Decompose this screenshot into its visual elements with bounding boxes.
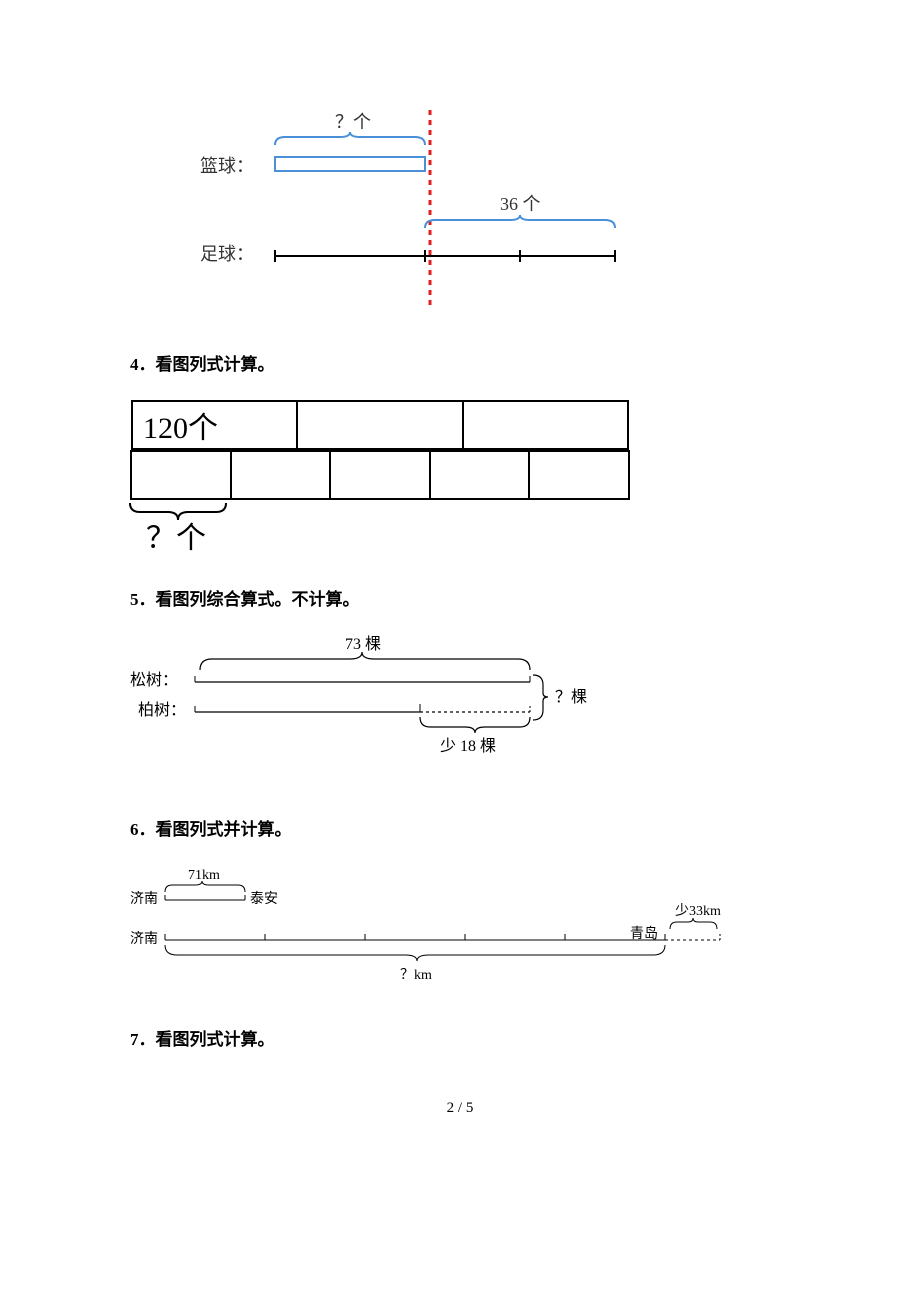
d1-basketball-bar (275, 157, 425, 171)
d2-table: 120个 (130, 400, 630, 500)
page-number: 2 / 5 (130, 1100, 790, 1117)
d4-dist-label: 71km (188, 868, 220, 883)
d1-top-label: ？个 (335, 112, 371, 132)
d3-cypress-label: 柏树： (138, 701, 186, 719)
q4-title: 4．看图列式计算。 (130, 350, 790, 375)
d4-less-label: 少33km (675, 903, 721, 919)
d3-pine-label: 松树： (130, 671, 178, 689)
d1-right-brace (425, 215, 615, 228)
d4-unknown: ？km (400, 968, 432, 983)
q7-title: 7．看图列式计算。 (130, 1025, 790, 1050)
d1-basketball-label: 篮球： (200, 156, 254, 176)
d1-top-brace (275, 132, 425, 145)
d4-taian: 泰安 (250, 891, 278, 907)
d3-right-brace (533, 675, 548, 720)
diagram-distance: 71km 济南 泰安 少33km 青岛 济南 ？km (130, 865, 790, 995)
d4-jinan-2: 济南 (130, 931, 158, 947)
d3-less-label: 少 18 棵 (440, 737, 496, 755)
diagram-basketball-football: ？个 篮球： 36 个 足球： (200, 110, 790, 320)
d4-jinan-1: 济南 (130, 891, 158, 907)
d3-less-brace (420, 717, 530, 733)
diagram-trees: 73 棵 松树： 柏树： ？棵 少 18 棵 (130, 635, 790, 785)
d2-brace (130, 503, 226, 520)
d1-football-label: 足球： (200, 244, 254, 264)
d1-right-label: 36 个 (500, 194, 541, 214)
d4-bottom-brace (165, 945, 665, 961)
worksheet-page: ？个 篮球： 36 个 足球： 4．看图列式计算。 (0, 0, 920, 1157)
d2-unknown: ？个 (146, 522, 206, 555)
d3-top-label: 73 棵 (345, 635, 381, 653)
q6-title: 6．看图列式并计算。 (130, 815, 790, 840)
q5-title: 5．看图列综合算式。不计算。 (130, 585, 790, 610)
d2-cell-120: 120个 (132, 401, 297, 449)
diagram-120: 120个 ？个 (130, 400, 630, 555)
d3-top-brace (200, 652, 530, 670)
d4-less-brace (670, 918, 717, 929)
d3-right-label: ？棵 (555, 688, 587, 706)
